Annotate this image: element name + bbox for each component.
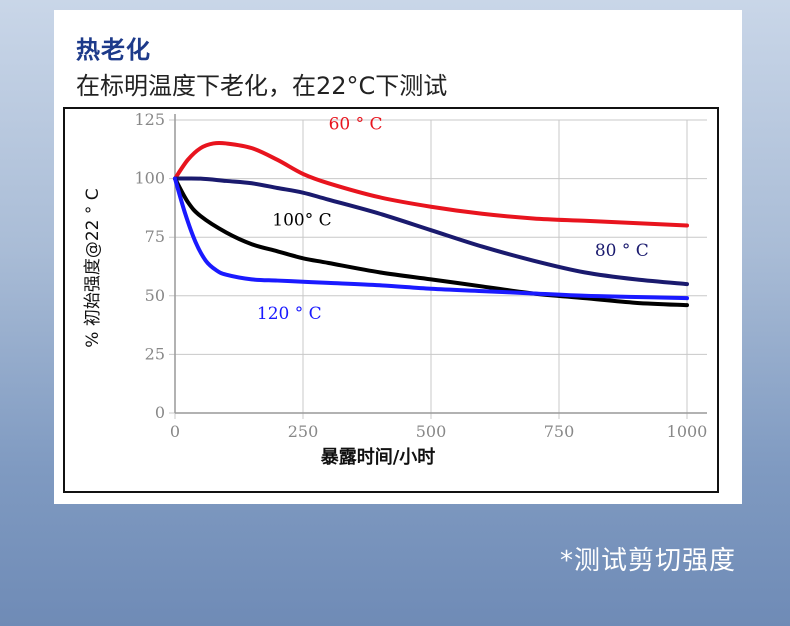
series-label: 100° C [272,210,331,230]
x-tick-label: 0 [170,422,180,441]
y-tick-label: 25 [145,344,165,363]
series-label: 60 ° C [329,114,383,134]
x-tick-label: 1000 [667,422,708,441]
footnote: *测试剪切强度 [559,546,736,576]
y-axis-title: % 初始强度@22 ° C [83,188,103,347]
series-label: 80 ° C [595,241,649,261]
x-tick-label: 250 [288,422,319,441]
x-tick-label: 500 [416,422,447,441]
axis-ticks: 0 250 500 750 1000 0 25 50 75 100 125 [134,110,707,441]
y-tick-label: 75 [145,227,165,246]
series-line-3 [173,176,689,301]
x-axis-title: 暴露时间/小时 [321,447,436,468]
grid [169,114,707,419]
line-chart: 0 250 500 750 1000 0 25 50 75 100 125 60 ° C 100° C… [63,107,719,493]
y-tick-label: 50 [145,286,165,305]
page-title: 热老化 [76,36,151,64]
y-tick-label: 0 [155,403,165,422]
series-labels: 60 ° C 100° C 80 ° C 120 ° C [257,114,649,324]
x-tick-label: 750 [544,422,575,441]
series-lines [173,140,689,308]
series-label: 120 ° C [257,304,322,324]
page-subtitle: 在标明温度下老化，在22°C下测试 [76,72,448,100]
y-tick-label: 125 [134,110,165,129]
series-line-1 [173,176,689,287]
y-tick-label: 100 [134,169,165,188]
series-line-0 [173,140,689,228]
